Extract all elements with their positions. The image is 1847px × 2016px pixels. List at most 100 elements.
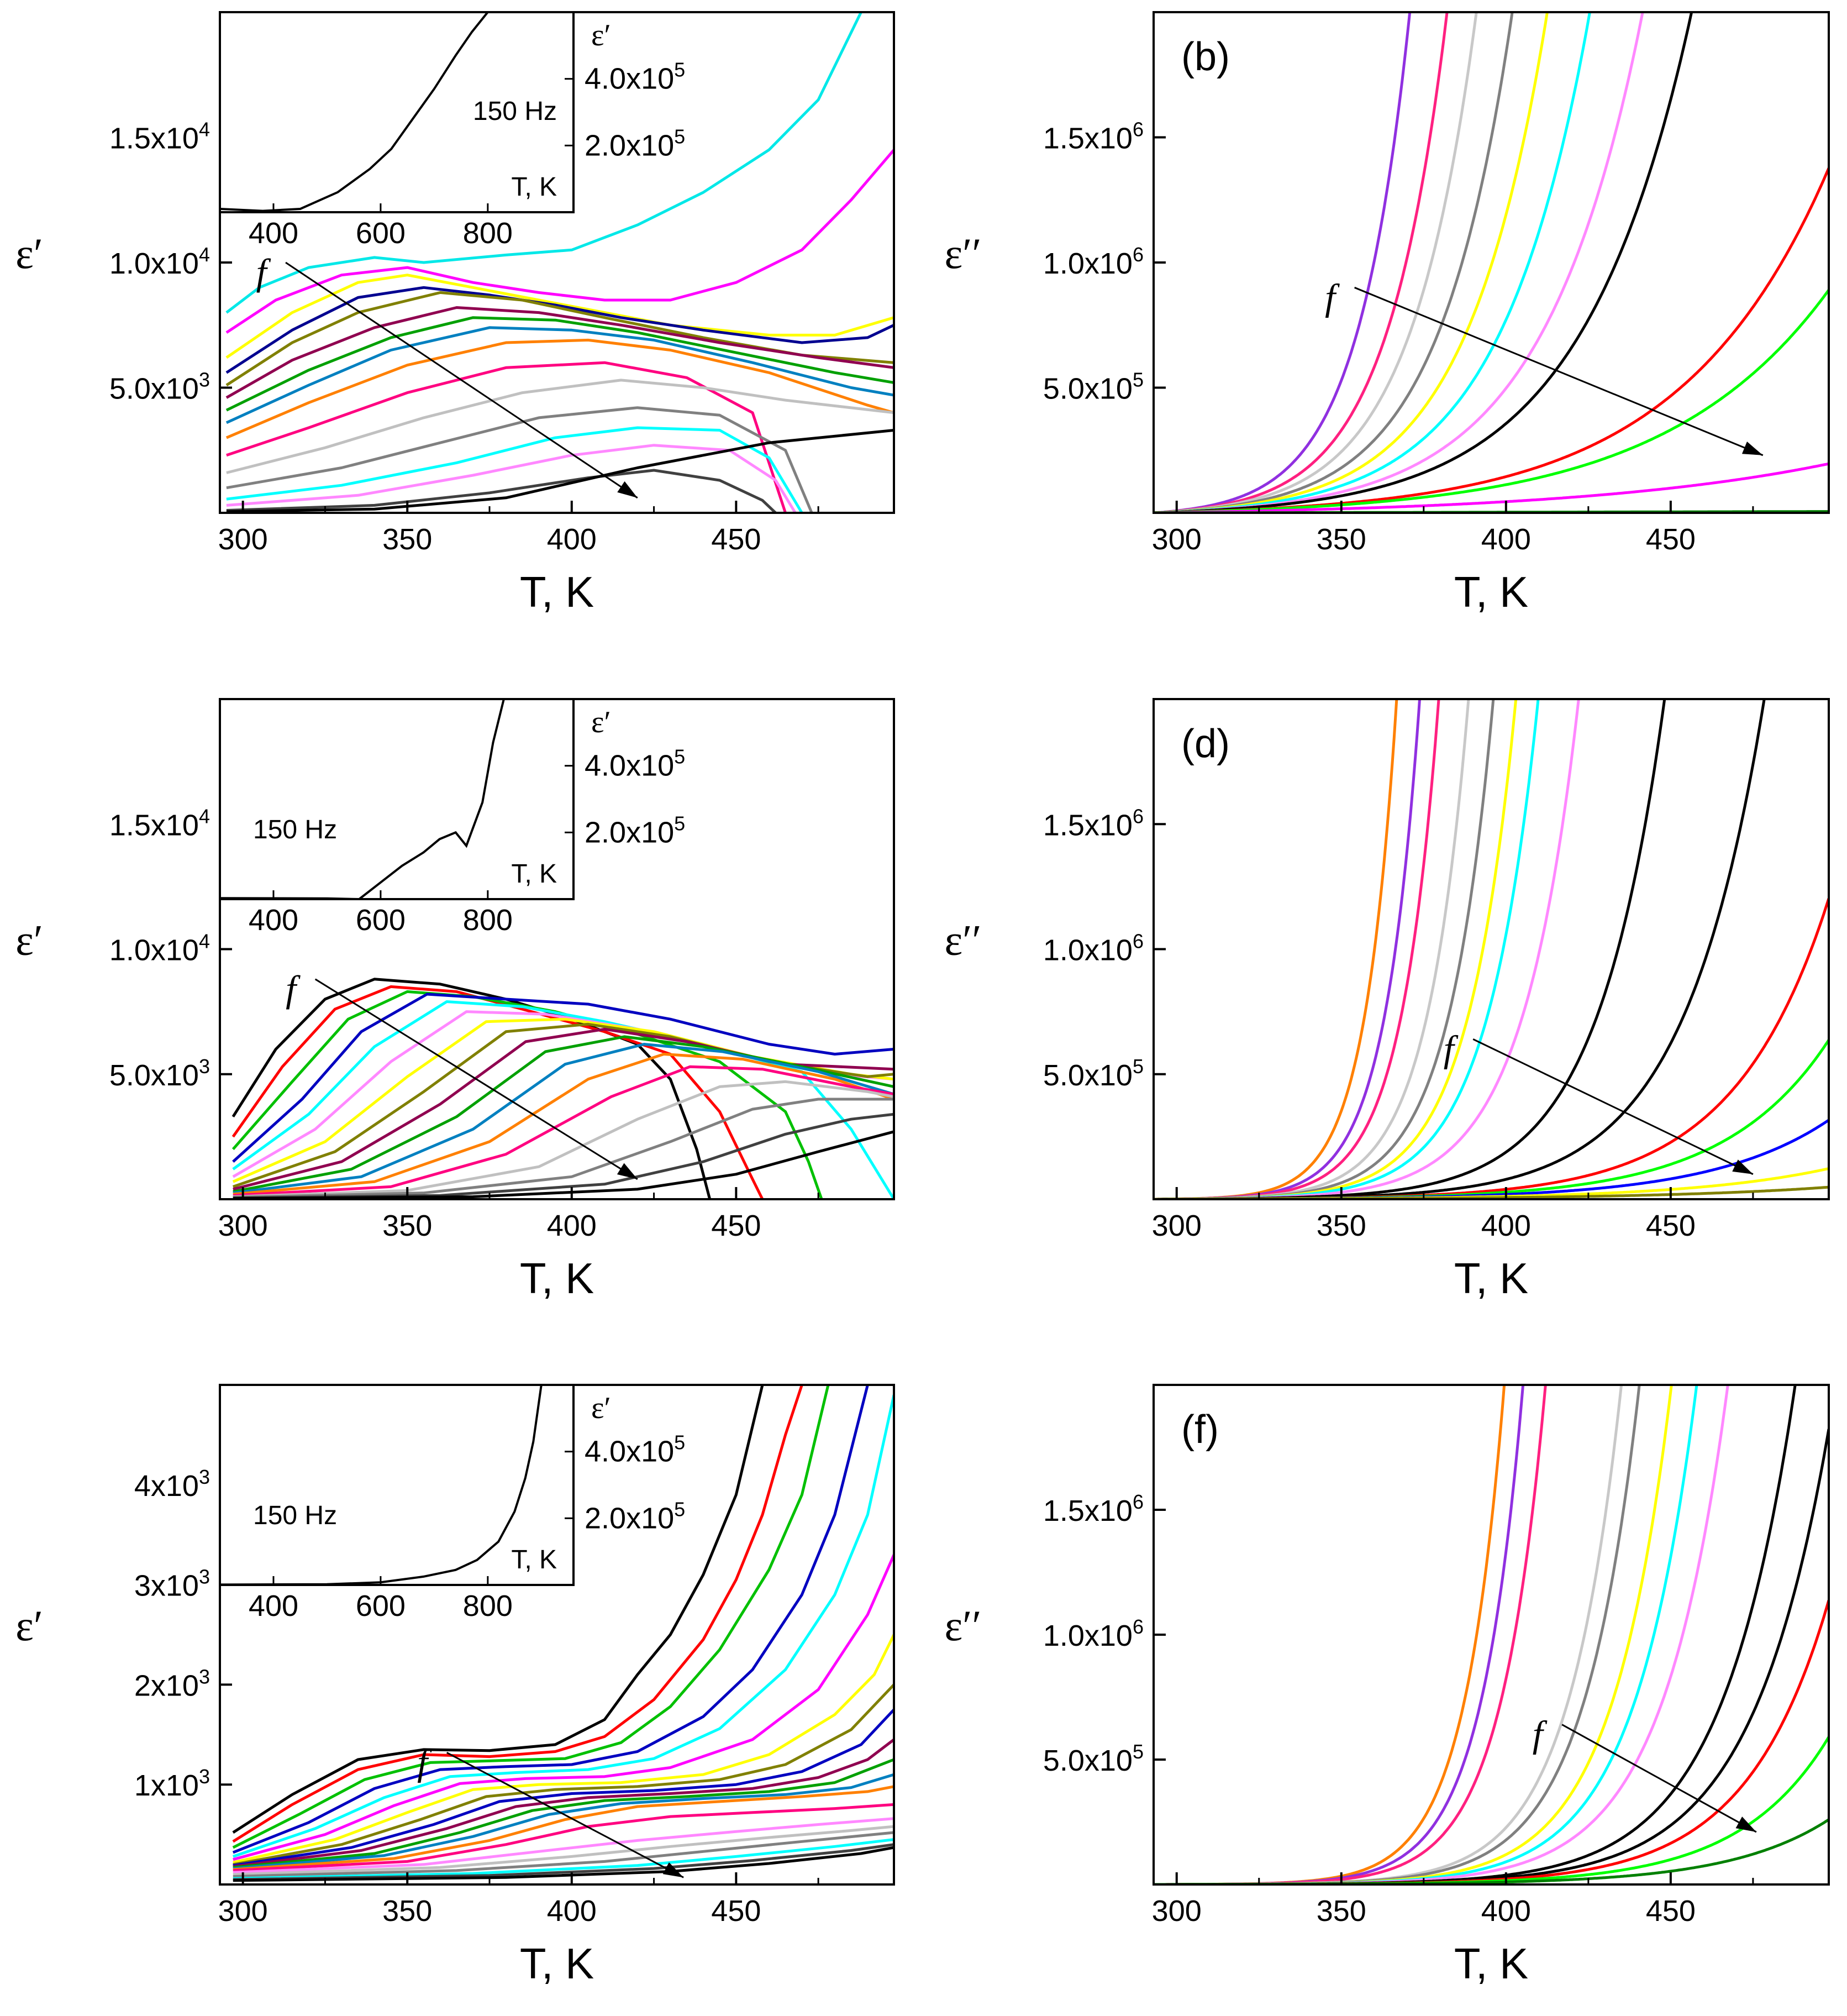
inset-x-tick-label-e-0: 400 bbox=[249, 1589, 298, 1623]
y-tick-label-a-1: 1.0x104 bbox=[109, 243, 210, 280]
series-line-a-15 bbox=[226, 469, 777, 513]
y-axis-title-d: ε′′ bbox=[945, 916, 982, 964]
series-line-c-2 bbox=[231, 985, 764, 1199]
series-line-b-10 bbox=[1154, 289, 1829, 513]
inset-y-tick-label-c-0-mantissa: 2.0x10 bbox=[585, 816, 674, 849]
x-tick-label-e-0: 300 bbox=[218, 1894, 268, 1928]
series-line-e-11 bbox=[233, 1758, 894, 1869]
inset-x-tick-label-c-2: 800 bbox=[463, 904, 513, 937]
inset-y-title-a: ε′ bbox=[591, 18, 611, 53]
inset-x-tick-label-a-0: 400 bbox=[249, 217, 298, 250]
y-tick-label-e-0-mantissa: 1x10 bbox=[134, 1769, 199, 1802]
x-tick-label-e-2: 400 bbox=[547, 1894, 597, 1928]
inset-x-title-e: T, K bbox=[511, 1545, 557, 1574]
x-axis-title-f: T, K bbox=[1454, 1939, 1528, 1988]
y-tick-label-a-2-exponent: 4 bbox=[199, 118, 210, 141]
y-tick-label-f-1: 1.0x106 bbox=[1043, 1615, 1144, 1652]
y-tick-label-e-2-mantissa: 3x10 bbox=[134, 1569, 199, 1603]
inset-x-tick-label-e-2: 800 bbox=[463, 1589, 513, 1623]
series-line-a-7 bbox=[225, 316, 894, 412]
y-tick-label-d-2-exponent: 6 bbox=[1133, 805, 1144, 827]
inset-x-title-a: T, K bbox=[511, 172, 557, 202]
series-line-a-2 bbox=[225, 149, 894, 334]
panel-label-f: (f) bbox=[1181, 1408, 1219, 1452]
x-tick-label-a-0: 300 bbox=[218, 523, 268, 556]
x-tick-label-e-3: 450 bbox=[711, 1894, 761, 1928]
f-arrow-head-d bbox=[1732, 1159, 1753, 1174]
inset-series-a bbox=[220, 12, 489, 212]
inset-y-title-e: ε′ bbox=[591, 1391, 611, 1425]
y-tick-label-c-2-exponent: 4 bbox=[199, 805, 210, 827]
f-arrow-line-c bbox=[314, 978, 638, 1180]
series-line-e-7 bbox=[233, 1634, 894, 1864]
inset-freq-label-e: 150 Hz bbox=[253, 1501, 337, 1530]
x-axis-title-b: T, K bbox=[1454, 568, 1528, 616]
y-tick-label-c-1: 1.0x104 bbox=[109, 930, 210, 967]
y-tick-label-b-0: 5.0x105 bbox=[1043, 369, 1144, 406]
y-tick-label-d-1-exponent: 6 bbox=[1133, 930, 1144, 953]
panel-c-series bbox=[231, 978, 894, 1199]
f-arrow-line-e bbox=[446, 1752, 684, 1878]
inset-y-tick-label-a-0-exponent: 5 bbox=[674, 125, 685, 148]
inset-y-title-c: ε′ bbox=[591, 705, 611, 739]
y-tick-label-c-2-mantissa: 1.5x10 bbox=[109, 809, 199, 842]
series-line-b-8 bbox=[1154, 12, 1693, 513]
series-line-c-8 bbox=[232, 1022, 894, 1188]
y-tick-label-c-0: 5.0x103 bbox=[109, 1055, 210, 1092]
series-line-e-20 bbox=[233, 1846, 894, 1882]
series-line-e-19 bbox=[233, 1843, 894, 1881]
y-tick-label-e-1-exponent: 3 bbox=[199, 1665, 210, 1688]
inset-y-tick-label-c-1-exponent: 5 bbox=[674, 746, 685, 768]
series-line-c-10 bbox=[233, 1035, 894, 1193]
series-line-e-9 bbox=[233, 1708, 894, 1867]
series-line-e-16 bbox=[233, 1825, 894, 1876]
series-line-a-14 bbox=[226, 444, 797, 513]
series-line-e-13 bbox=[233, 1785, 894, 1871]
y-tick-label-b-1: 1.0x106 bbox=[1043, 243, 1144, 280]
y-tick-label-b-0-mantissa: 5.0x10 bbox=[1043, 372, 1133, 406]
x-tick-label-f-3: 450 bbox=[1646, 1894, 1696, 1928]
f-arrow-line-b bbox=[1354, 286, 1764, 456]
series-line-a-1 bbox=[225, 12, 862, 314]
inset-x-tick-label-a-2: 800 bbox=[463, 217, 513, 250]
y-tick-label-f-1-exponent: 6 bbox=[1133, 1615, 1144, 1638]
x-tick-label-a-1: 350 bbox=[382, 523, 432, 556]
series-line-a-13 bbox=[226, 426, 803, 513]
y-tick-label-b-2-mantissa: 1.5x10 bbox=[1043, 122, 1133, 155]
x-tick-label-b-1: 350 bbox=[1317, 523, 1366, 556]
y-tick-label-c-2: 1.5x104 bbox=[109, 805, 210, 842]
series-line-c-4 bbox=[232, 993, 894, 1163]
inset-series-e bbox=[220, 1385, 543, 1585]
y-tick-label-d-0-mantissa: 5.0x10 bbox=[1043, 1059, 1133, 1092]
series-line-a-3 bbox=[225, 274, 894, 359]
x-axis-title-e: T, K bbox=[520, 1939, 594, 1988]
inset-y-tick-label-c-0: 2.0x105 bbox=[585, 812, 685, 849]
x-tick-label-c-0: 300 bbox=[218, 1209, 268, 1242]
y-tick-label-c-1-exponent: 4 bbox=[199, 930, 210, 953]
x-tick-label-f-1: 350 bbox=[1317, 1894, 1366, 1928]
y-axis-title-b: ε′′ bbox=[945, 229, 982, 277]
y-tick-label-a-0-exponent: 3 bbox=[199, 369, 210, 391]
inset-y-tick-label-e-1: 4.0x105 bbox=[585, 1431, 685, 1468]
inset-y-tick-label-a-1-exponent: 5 bbox=[674, 59, 685, 81]
y-tick-label-e-3: 4x103 bbox=[134, 1466, 210, 1503]
y-axis-title-a: ε′ bbox=[15, 229, 43, 277]
inset-y-tick-label-e-1-exponent: 5 bbox=[674, 1431, 685, 1454]
series-line-e-15 bbox=[233, 1817, 894, 1874]
x-tick-label-d-0: 300 bbox=[1152, 1209, 1202, 1242]
x-tick-label-b-0: 300 bbox=[1152, 523, 1202, 556]
inset-line-a-1 bbox=[220, 12, 489, 212]
y-axis-title-e: ε′ bbox=[15, 1602, 43, 1650]
series-line-e-10 bbox=[233, 1738, 894, 1868]
y-tick-label-f-2: 1.5x106 bbox=[1043, 1490, 1144, 1527]
series-line-a-6 bbox=[225, 306, 894, 399]
panel-a-series bbox=[225, 12, 894, 513]
series-line-e-2 bbox=[232, 1385, 803, 1843]
y-tick-label-f-0-exponent: 5 bbox=[1133, 1740, 1144, 1763]
